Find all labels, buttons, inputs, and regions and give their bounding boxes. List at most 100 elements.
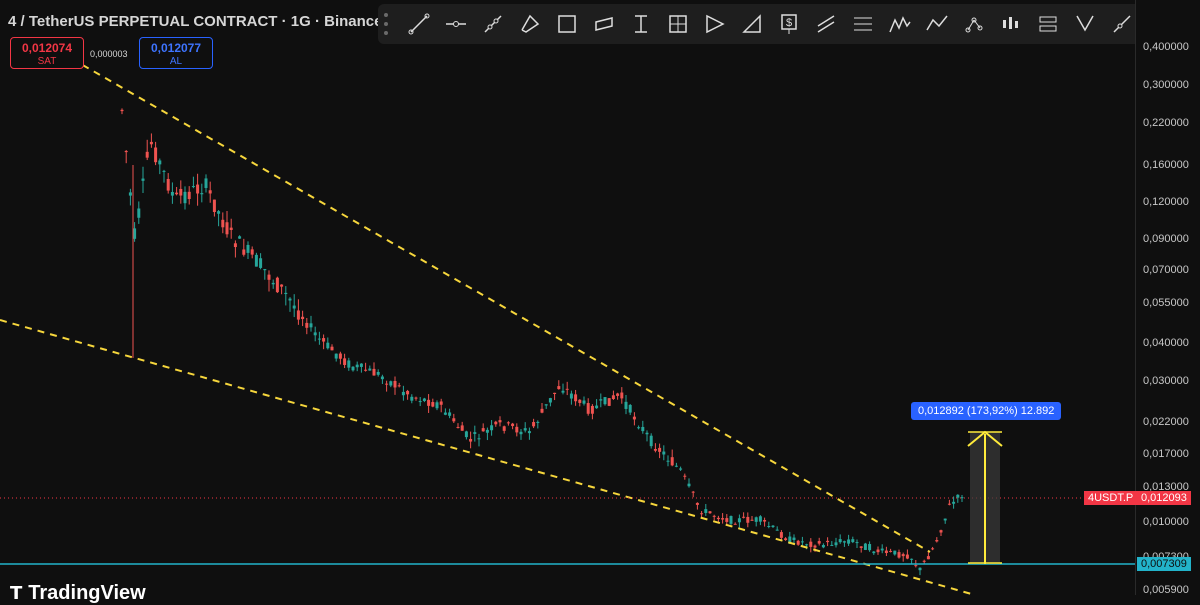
candle-body [187, 191, 191, 199]
candle-body [305, 322, 309, 328]
candle-body [708, 511, 712, 514]
fib-icon[interactable] [844, 8, 881, 40]
sell-button[interactable]: 0,012074 SAT [10, 37, 84, 69]
candle-body [284, 292, 288, 295]
pitchfork-icon[interactable] [511, 8, 548, 40]
candle-body [649, 435, 653, 447]
trend-line-icon[interactable] [400, 8, 437, 40]
candle-body [792, 537, 796, 541]
candle-body [506, 422, 510, 424]
candle-body [910, 558, 914, 560]
candle-body [175, 192, 179, 195]
candle-body [196, 184, 200, 194]
candle-body [670, 457, 674, 466]
candle-body [767, 525, 771, 527]
support-price-label: 0,007309 [1137, 557, 1191, 571]
candle-body [523, 428, 527, 431]
candle-body [901, 554, 905, 557]
grid-icon[interactable] [659, 8, 696, 40]
triangle-icon[interactable] [696, 8, 733, 40]
candle-body [889, 550, 893, 552]
candle-body [595, 405, 599, 409]
candle-body [179, 188, 183, 196]
candle-body [590, 405, 594, 414]
price-tick: 0,070000 [1143, 264, 1189, 276]
candle-body [603, 397, 607, 405]
candle-body [137, 208, 141, 218]
candle-body [842, 541, 846, 543]
candle-body [779, 532, 783, 538]
price-tick: 0,010000 [1143, 516, 1189, 528]
candle-body [931, 548, 935, 550]
candle-body [679, 468, 683, 470]
candle-body [637, 427, 641, 429]
candle-body [905, 554, 909, 559]
price-tick: 0,040000 [1143, 337, 1189, 349]
candle-body [662, 451, 666, 455]
candle-body [914, 565, 918, 567]
toolbar-drag-handle[interactable] [384, 13, 394, 35]
brush-icon[interactable] [585, 8, 622, 40]
candle-body [771, 525, 775, 528]
candle-body [700, 513, 704, 515]
channel-icon[interactable] [474, 8, 511, 40]
candle-body [666, 460, 670, 462]
candle-body [221, 219, 225, 228]
elliott-wave-icon[interactable] [881, 8, 918, 40]
buy-button[interactable]: 0,012077 AL [139, 37, 213, 69]
candle-body [532, 422, 536, 427]
arc-icon[interactable] [733, 8, 770, 40]
candle-body [238, 236, 242, 239]
candle-body [624, 401, 628, 409]
chart-canvas[interactable] [0, 0, 1135, 595]
candle-body [372, 368, 376, 376]
candles-icon[interactable] [992, 8, 1029, 40]
price-tick: 0,090000 [1143, 233, 1189, 245]
candle-body [826, 540, 830, 543]
buy-label: AL [169, 56, 183, 67]
candle-body [784, 538, 788, 541]
candle-body [884, 550, 888, 553]
candle-body [653, 449, 657, 451]
candle-body [721, 518, 725, 520]
candle-body [855, 542, 859, 544]
price-tick: 0,400000 [1143, 41, 1189, 53]
network-icon[interactable] [955, 8, 992, 40]
price-chart[interactable] [0, 0, 1135, 595]
candle-body [611, 395, 615, 400]
candle-body [191, 186, 195, 188]
price-tick: 0,013000 [1143, 481, 1189, 493]
candle-body [565, 388, 569, 390]
candle-body [322, 338, 326, 342]
candle-body [498, 420, 502, 423]
candle-body [750, 519, 754, 521]
candle-body [788, 536, 792, 544]
candle-body [544, 404, 548, 406]
rectangle-icon[interactable] [548, 8, 585, 40]
candle-body [574, 394, 578, 402]
candle-body [918, 567, 922, 571]
parallel-channel-icon[interactable] [807, 8, 844, 40]
candle-body [712, 515, 716, 517]
tradingview-logo-icon: 𝗧 [10, 583, 23, 603]
candle-body [254, 254, 258, 267]
candle-body [355, 364, 359, 368]
candle-body [582, 400, 586, 404]
symbol-label: 4USDT.P [1084, 491, 1138, 505]
lower-trendline[interactable] [0, 319, 976, 595]
horizontal-ray-icon[interactable] [437, 8, 474, 40]
price-note-icon[interactable]: $ [770, 8, 807, 40]
upper-trendline[interactable] [59, 51, 931, 553]
last-price-label: 0,012093 [1137, 491, 1191, 505]
price-axis[interactable]: 0,400000 0,300000 0,220000 0,160000 0,12… [1135, 0, 1200, 596]
ray-icon[interactable] [1103, 8, 1140, 40]
long-position-icon[interactable] [1029, 8, 1066, 40]
zigzag-icon[interactable] [918, 8, 955, 40]
candle-body [225, 222, 229, 235]
candle-body [212, 199, 216, 213]
connect-icon[interactable] [1066, 8, 1103, 40]
text-note-icon[interactable] [622, 8, 659, 40]
candle-body [834, 542, 838, 546]
candle-body [645, 432, 649, 435]
candle-body [334, 353, 338, 359]
